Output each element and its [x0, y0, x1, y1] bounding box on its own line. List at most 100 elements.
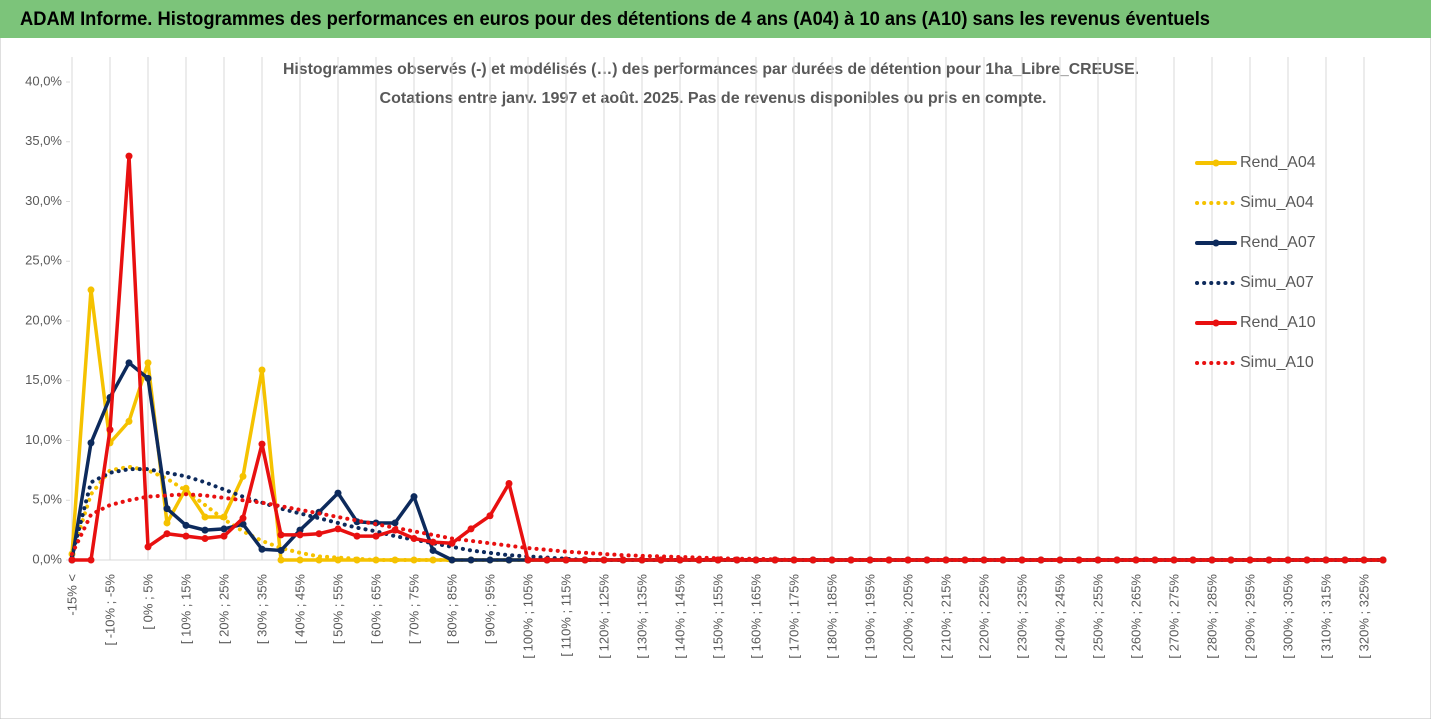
point	[1189, 556, 1197, 564]
point	[1360, 556, 1368, 564]
point	[125, 417, 133, 425]
point	[125, 359, 133, 367]
point	[182, 532, 190, 540]
legend-label: Simu_A07	[1240, 274, 1314, 291]
point	[277, 546, 285, 554]
x-tick-label: [ 180% ; 185%	[824, 574, 839, 659]
point	[334, 525, 342, 533]
x-tick-label: [ 0% ; 5%	[140, 574, 155, 630]
x-tick-label: [ 220% ; 225%	[976, 574, 991, 659]
point	[163, 530, 171, 538]
point	[296, 556, 304, 564]
point	[182, 484, 190, 492]
x-tick-label: [ 310% ; 315%	[1318, 574, 1333, 659]
legend-label: Rend_A10	[1240, 314, 1316, 331]
point	[163, 505, 171, 513]
point	[1018, 556, 1026, 564]
point	[87, 439, 95, 447]
x-tick-label: [ 240% ; 245%	[1052, 574, 1067, 659]
y-tick-label: 35,0%	[25, 133, 62, 148]
point	[239, 472, 247, 480]
x-tick-label: [ 270% ; 275%	[1166, 574, 1181, 659]
x-tick-label: [ 250% ; 255%	[1090, 574, 1105, 659]
point	[239, 520, 247, 528]
chart-subtitle: Cotations entre janv. 1997 et août. 2025…	[380, 90, 1047, 107]
model-line	[70, 492, 1385, 562]
point	[239, 514, 247, 522]
x-tick-label: [ 280% ; 285%	[1204, 574, 1219, 659]
point	[182, 521, 190, 529]
y-tick-label: 40,0%	[25, 73, 62, 88]
x-tick-label: [ 230% ; 235%	[1014, 574, 1029, 659]
point	[1246, 556, 1254, 564]
point	[201, 526, 209, 534]
y-tick-label: 15,0%	[25, 372, 62, 387]
point	[334, 489, 342, 497]
point	[277, 531, 285, 539]
point	[391, 556, 399, 564]
point	[486, 556, 494, 564]
x-tick-label: [ 10% ; 15%	[178, 574, 193, 645]
x-tick-label: [ 110% ; 115%	[558, 574, 573, 657]
point	[505, 480, 513, 488]
x-tick-label: [ 300% ; 305%	[1280, 574, 1295, 659]
x-tick-label: [ 210% ; 215%	[938, 574, 953, 659]
point	[448, 539, 456, 547]
x-tick-label: [ 190% ; 195%	[862, 574, 877, 659]
point	[581, 556, 589, 564]
legend-label: Simu_A10	[1240, 354, 1314, 371]
point	[410, 534, 418, 542]
point	[638, 556, 646, 564]
point	[448, 556, 456, 564]
point	[657, 556, 665, 564]
y-tick-label: 5,0%	[32, 492, 62, 507]
x-tick-label: [ 170% ; 175%	[786, 574, 801, 659]
x-tick-label: [ 260% ; 265%	[1128, 574, 1143, 659]
point	[429, 538, 437, 546]
legend-label: Rend_A04	[1240, 154, 1316, 171]
x-tick-label: [ 200% ; 205%	[900, 574, 915, 659]
y-tick-label: 25,0%	[25, 253, 62, 268]
point	[505, 556, 513, 564]
legend-marker	[1212, 159, 1220, 167]
x-tick-label: [ 130% ; 135%	[634, 574, 649, 659]
point	[201, 513, 209, 521]
point	[562, 556, 570, 564]
point	[524, 556, 532, 564]
x-tick-label: [ 40% ; 45%	[292, 574, 307, 645]
point	[201, 534, 209, 542]
point	[1303, 556, 1311, 564]
point	[258, 440, 266, 448]
point	[391, 519, 399, 527]
point	[87, 556, 95, 564]
point	[467, 525, 475, 533]
point	[296, 531, 304, 539]
point	[410, 493, 418, 501]
x-tick-label: [ 70% ; 75%	[406, 574, 421, 645]
point	[144, 543, 152, 551]
x-tick-label: [ 290% ; 295%	[1242, 574, 1257, 659]
point	[106, 426, 114, 434]
point	[372, 532, 380, 540]
point	[1075, 556, 1083, 564]
point	[258, 366, 266, 374]
point	[87, 286, 95, 294]
chart-title: Histogrammes observés (-) et modélisés (…	[283, 61, 1139, 78]
point	[258, 545, 266, 553]
point	[163, 519, 171, 527]
x-tick-label: [ -10% ; -5%	[102, 574, 117, 646]
point	[600, 556, 608, 564]
point	[277, 556, 285, 564]
point	[353, 532, 361, 540]
x-tick-label: [ 50% ; 55%	[330, 574, 345, 645]
x-tick-label: [ 60% ; 65%	[368, 574, 383, 645]
y-tick-label: 20,0%	[25, 312, 62, 327]
x-tick-label: [ 160% ; 165%	[748, 574, 763, 659]
x-tick-label: [ 150% ; 155%	[710, 574, 725, 659]
x-tick-label: [ 120% ; 125%	[596, 574, 611, 659]
point	[619, 556, 627, 564]
point	[486, 512, 494, 520]
header-title: ADAM Informe. Histogrammes des performan…	[20, 9, 1210, 30]
